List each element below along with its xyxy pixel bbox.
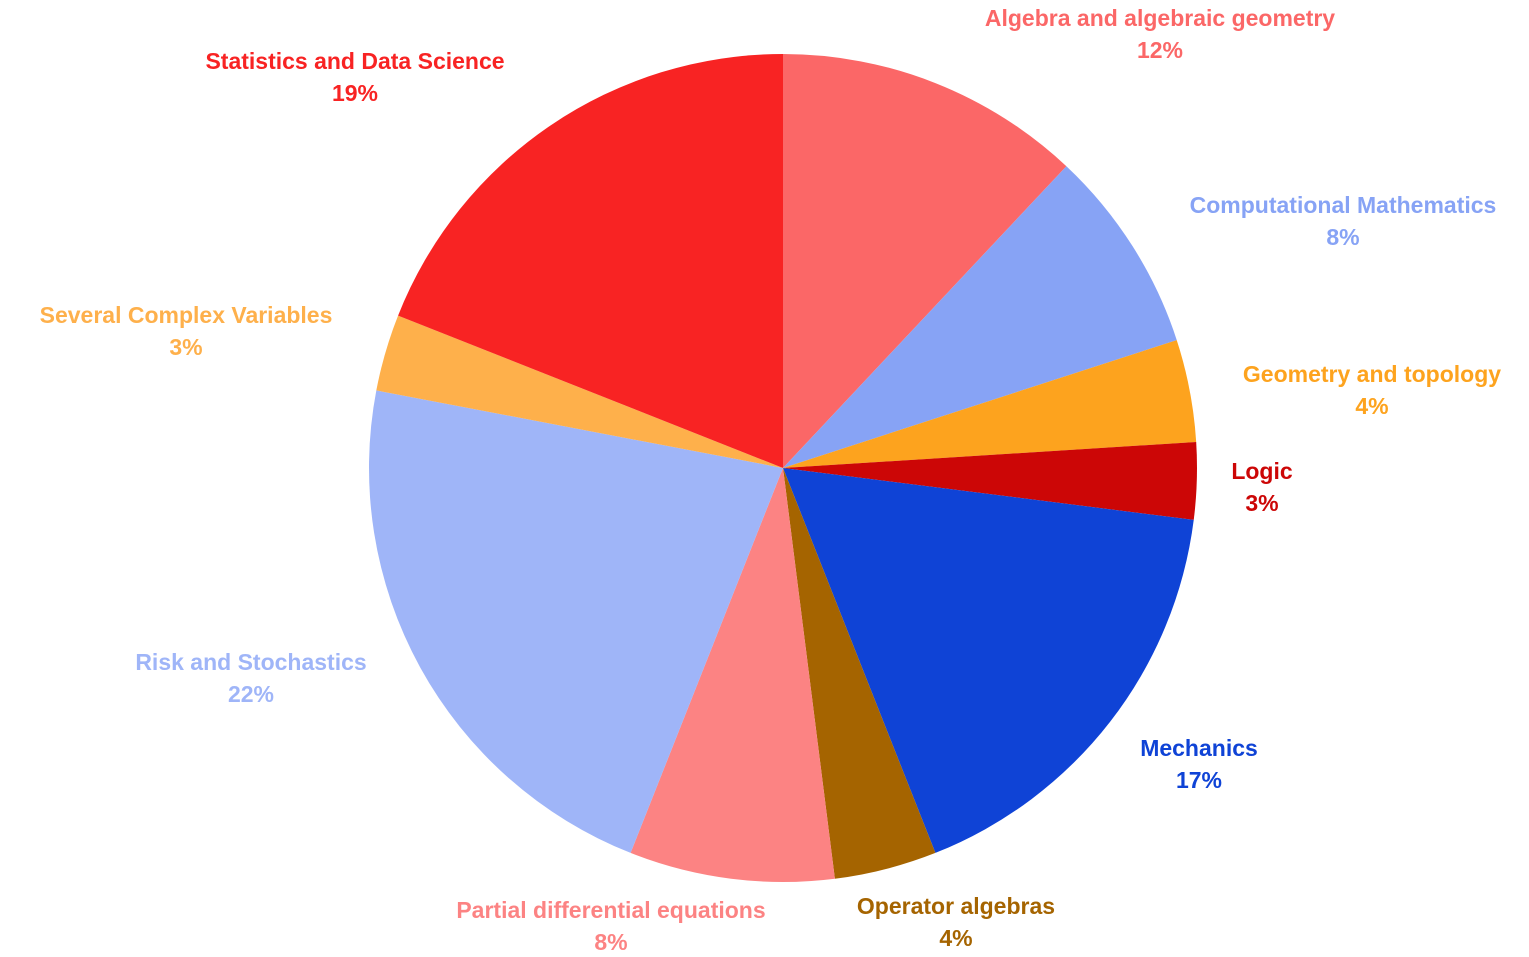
slice-value-label: 17% <box>1176 767 1222 793</box>
pie-slice <box>783 54 1067 468</box>
slice-value-label: 19% <box>332 80 378 106</box>
pie-slice <box>368 390 783 853</box>
slice-label: Algebra and algebraic geometry <box>985 5 1335 31</box>
pie-slice <box>630 468 835 883</box>
slice-label: Partial differential equations <box>456 897 765 923</box>
pie-slice <box>783 468 936 879</box>
slice-value-label: 8% <box>594 929 627 955</box>
slice-value-label: 12% <box>1137 37 1183 63</box>
pie-slice <box>398 54 783 468</box>
slice-value-label: 4% <box>1355 393 1388 419</box>
slice-label: Risk and Stochastics <box>135 649 366 675</box>
pie-slice <box>783 340 1197 468</box>
slice-value-label: 22% <box>228 681 274 707</box>
pie-slice <box>376 315 783 468</box>
slice-value-label: 3% <box>169 334 202 360</box>
slice-label: Mechanics <box>1140 735 1258 761</box>
slice-label: Operator algebras <box>857 893 1055 919</box>
slice-value-label: 8% <box>1326 224 1359 250</box>
slice-label: Statistics and Data Science <box>205 48 504 74</box>
slice-value-label: 3% <box>1245 490 1278 516</box>
slice-label: Several Complex Variables <box>40 302 333 328</box>
pie-slice <box>783 468 1194 853</box>
pie-slice <box>783 166 1177 469</box>
pie-slice <box>783 442 1198 520</box>
slice-value-label: 4% <box>939 925 972 951</box>
slice-label: Computational Mathematics <box>1190 192 1497 218</box>
slice-label: Geometry and topology <box>1243 361 1501 387</box>
slice-label: Logic <box>1231 458 1293 484</box>
